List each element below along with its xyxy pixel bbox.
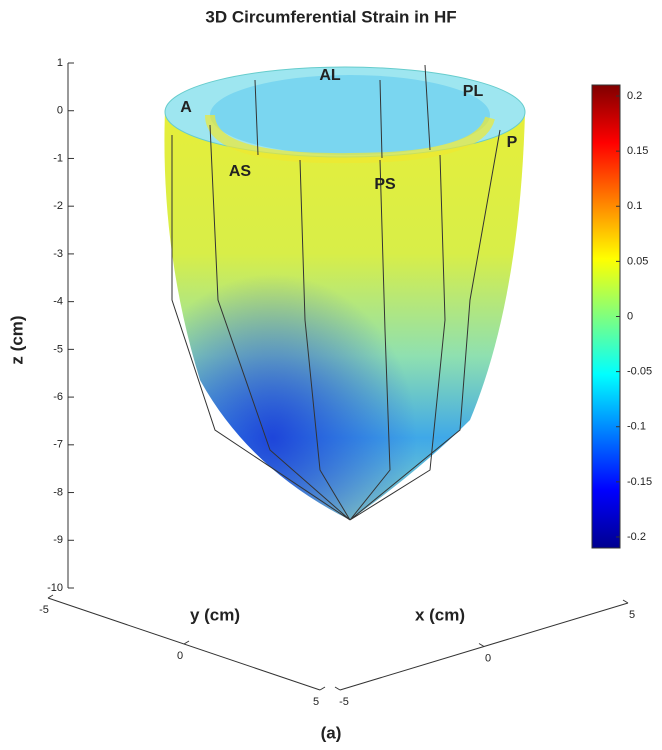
y-label: y (cm)	[190, 605, 240, 624]
z-tick-label: -4	[53, 296, 63, 308]
z-tick-label: 0	[57, 105, 63, 117]
x-tick-label: 0	[485, 652, 491, 664]
region-label: P	[507, 134, 518, 151]
colorbar-tick-label: 0.05	[627, 255, 648, 267]
region-label: PL	[463, 83, 484, 100]
surface	[164, 64, 526, 521]
region-label: AS	[229, 163, 252, 180]
colorbar-tick-label: 0.15	[627, 145, 648, 157]
z-tick-label: -6	[53, 391, 63, 403]
x-tick	[478, 643, 485, 647]
z-tick-label: -8	[53, 486, 63, 498]
z-label: z (cm)	[7, 315, 26, 364]
y-tick	[183, 640, 190, 645]
y-tick-label: 5	[313, 696, 319, 708]
region-label: AL	[319, 67, 341, 84]
z-tick-label: -7	[53, 439, 63, 451]
region-label: PS	[374, 176, 396, 193]
z-tick-label: -9	[53, 534, 63, 546]
colorbar-tick-label: -0.2	[627, 531, 646, 543]
colorbar-tick-label: 0.1	[627, 200, 642, 212]
x-label: x (cm)	[415, 605, 465, 624]
region-labels: A AL PL P AS PS	[180, 67, 517, 193]
y-tick-label: -5	[39, 604, 49, 616]
z-tick-label: -10	[47, 582, 63, 594]
z-tick-label: -5	[53, 343, 63, 355]
z-tick-label: 1	[57, 57, 63, 69]
colorbar	[591, 84, 621, 549]
y-tick	[319, 686, 326, 691]
x-tick-label: 5	[629, 609, 635, 621]
z-tick-label: -2	[53, 200, 63, 212]
z-tick-label: -1	[53, 152, 63, 164]
colorbar-tick-label: 0.2	[627, 90, 642, 102]
y-tick	[47, 594, 54, 599]
y-tick-label: 0	[177, 650, 183, 662]
colorbar-tick-label: 0	[627, 310, 633, 322]
title: 3D Circumferential Strain in HF	[205, 7, 456, 26]
colorbar-tick-label: -0.1	[627, 421, 646, 433]
caption: (a)	[321, 723, 342, 742]
colorbar-tick-label: -0.05	[627, 366, 652, 378]
x-tick	[334, 686, 341, 691]
region-label: A	[180, 99, 192, 116]
x-tick	[622, 599, 629, 604]
z-tick-label: -3	[53, 248, 63, 260]
colorbar-tick-label: -0.15	[627, 476, 652, 488]
x-tick-label: -5	[339, 696, 349, 708]
